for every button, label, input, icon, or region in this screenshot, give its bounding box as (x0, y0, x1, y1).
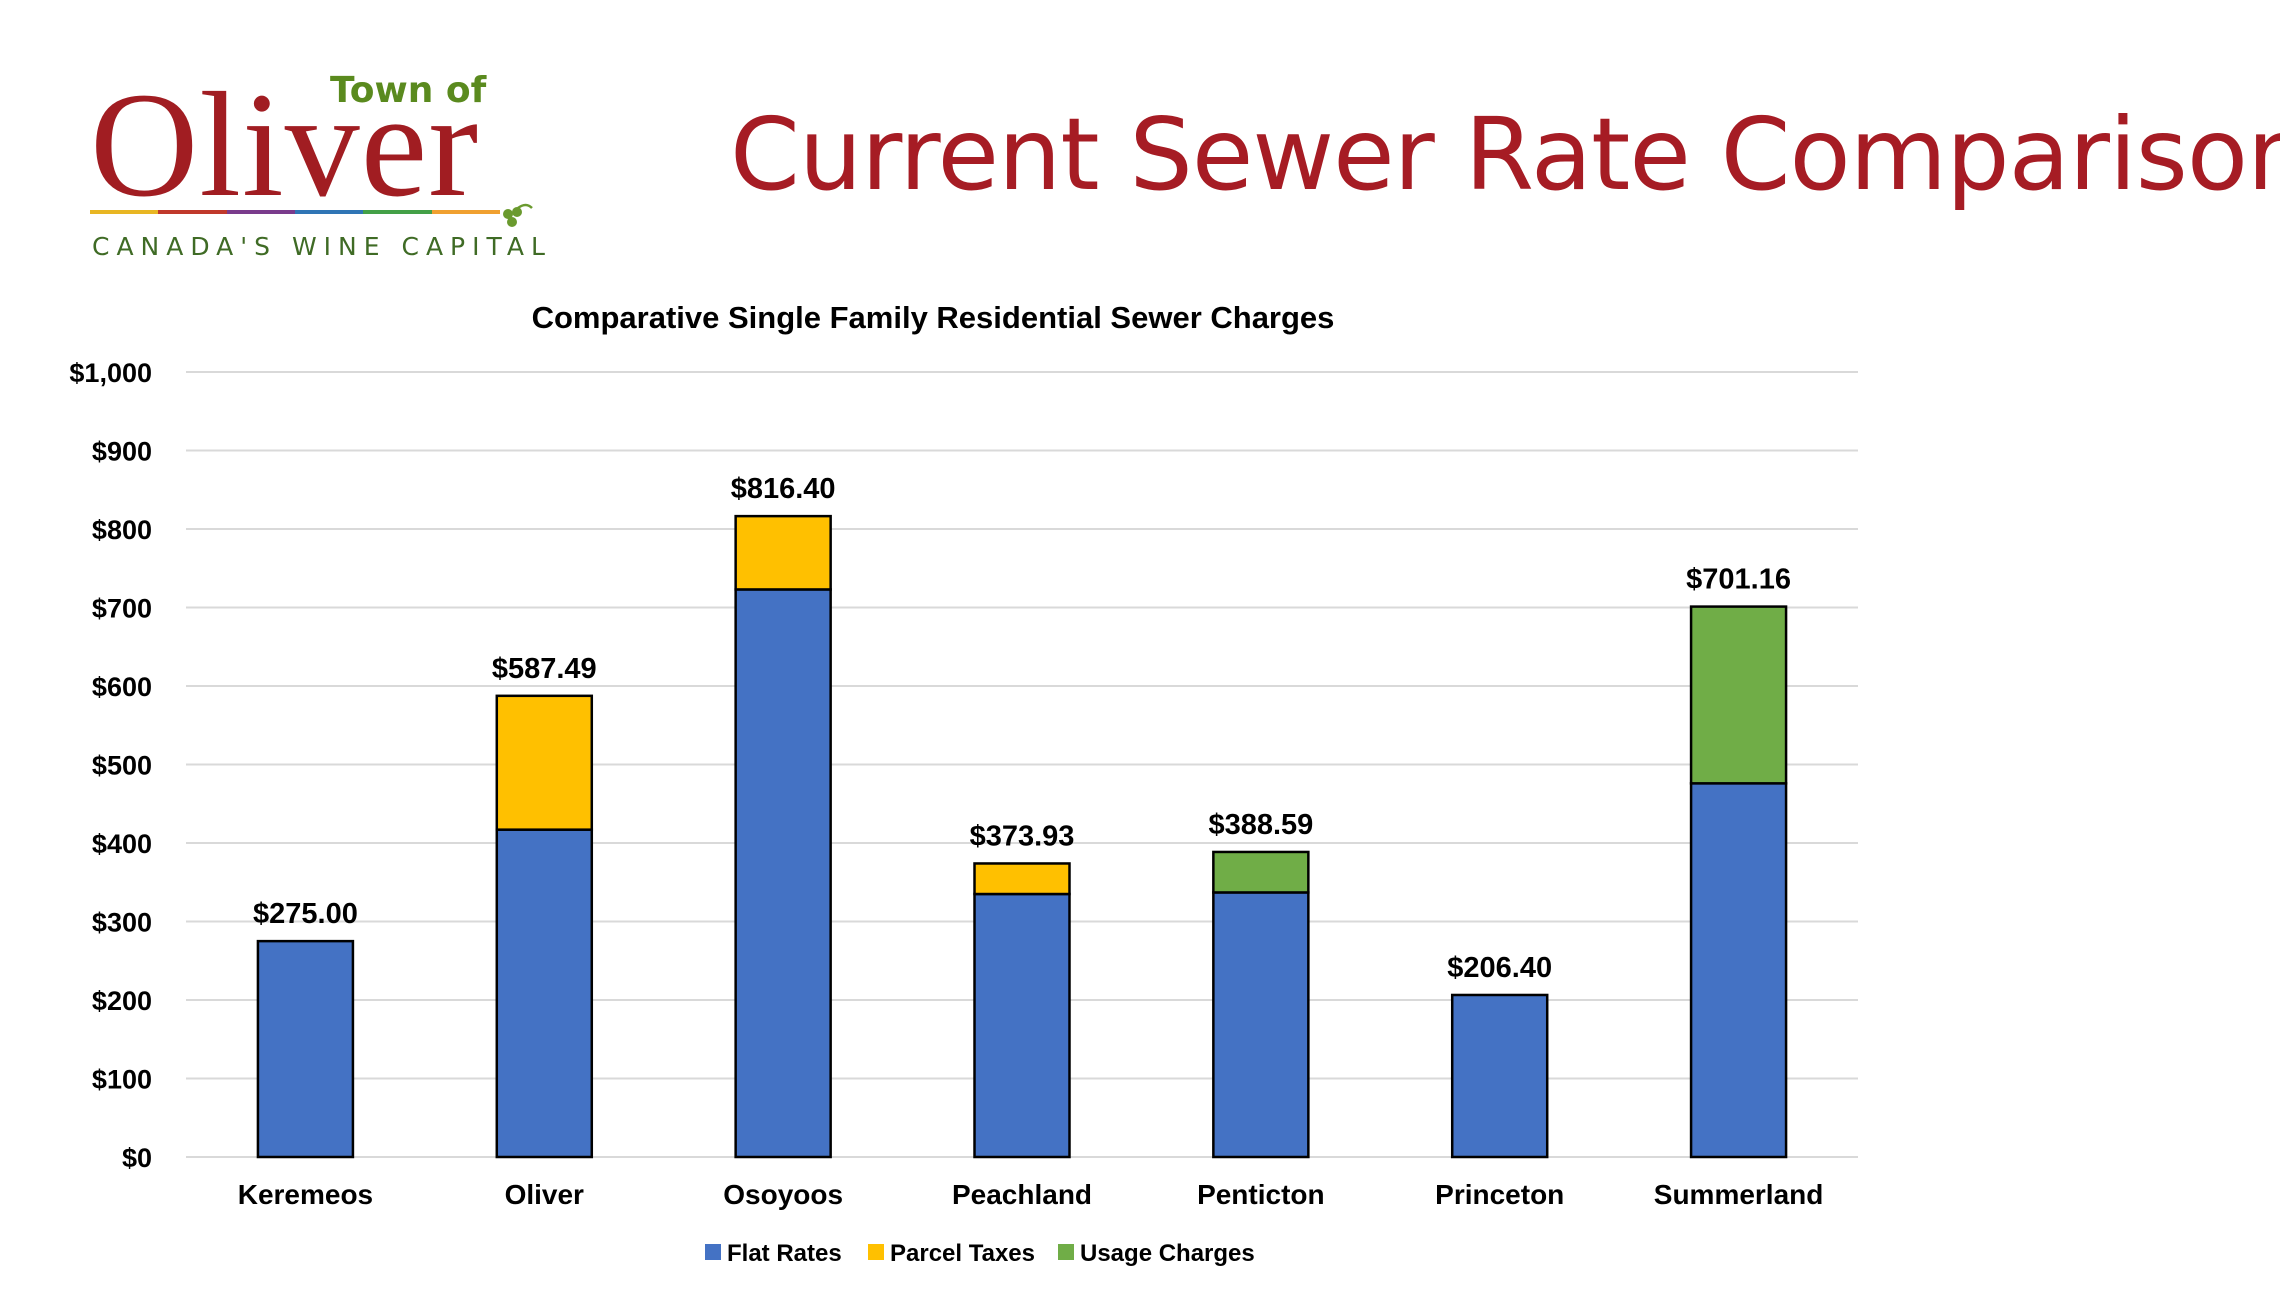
y-tick-label: $900 (92, 437, 152, 467)
page-title: Current Sewer Rate Comparisons (730, 96, 2280, 213)
x-tick-label: Penticton (1197, 1179, 1325, 1210)
bar-segment (1689, 782, 1788, 1159)
data-label: $388.59 (1208, 809, 1313, 841)
y-tick-label: $300 (92, 908, 152, 938)
y-tick-label: $500 (92, 751, 152, 781)
bar-segment (495, 694, 594, 831)
x-tick-label: Keremeos (238, 1179, 373, 1210)
bar-segment (734, 514, 832, 591)
x-tick-label: Peachland (952, 1179, 1092, 1210)
bar-segment (495, 828, 594, 1159)
x-tick-label: Princeton (1435, 1179, 1564, 1210)
x-tick-label: Osoyoos (723, 1179, 843, 1210)
bar-segment (1212, 891, 1310, 1159)
bar-segment (256, 939, 355, 1159)
bar-segment (973, 892, 1071, 1159)
y-tick-label: $600 (92, 672, 152, 702)
x-tick-label: Oliver (505, 1179, 584, 1210)
stripe-5 (363, 210, 432, 214)
legend-swatch (705, 1244, 721, 1260)
bar-segment (1689, 605, 1788, 785)
logo-wordmark: Oliver (90, 62, 480, 228)
data-label: $701.16 (1686, 564, 1791, 596)
logo-town-of: Town of (330, 70, 487, 111)
y-tick-label: $200 (92, 986, 152, 1016)
logo-stripe (90, 210, 500, 214)
y-tick-label: $0 (122, 1143, 152, 1173)
chart-title: Comparative Single Family Residential Se… (532, 300, 1335, 335)
legend-label: Flat Rates (727, 1240, 842, 1267)
legend-label: Parcel Taxes (890, 1240, 1035, 1267)
legend-swatch (1058, 1244, 1074, 1260)
grape-icon (503, 203, 533, 227)
data-label: $587.49 (492, 653, 597, 685)
data-label: $816.40 (731, 473, 836, 505)
y-tick-label: $800 (92, 515, 152, 545)
legend-label: Usage Charges (1080, 1240, 1255, 1267)
bar-segment (1212, 850, 1310, 894)
stripe-6 (431, 210, 500, 214)
y-tick-label: $700 (92, 594, 152, 624)
stripe-1 (90, 210, 159, 214)
stripe-4 (294, 210, 364, 214)
bar-segment (1450, 993, 1549, 1159)
y-tick-label: $1,000 (69, 358, 152, 388)
y-tick-label: $400 (92, 829, 152, 859)
y-tick-label: $100 (92, 1065, 152, 1095)
bar-segment (973, 862, 1071, 896)
logo-tagline: CANADA'S WINE CAPITAL (92, 232, 552, 261)
stripe-3 (226, 210, 295, 214)
data-label: $275.00 (253, 898, 358, 930)
town-logo: Oliver Town of CANADA'S WINE CAPITAL (90, 62, 545, 270)
x-tick-label: Summerland (1654, 1179, 1824, 1210)
stripe-2 (158, 210, 227, 214)
bar-segment (734, 588, 832, 1159)
legend-swatch (868, 1244, 884, 1260)
data-label: $373.93 (970, 820, 1075, 852)
data-label: $206.40 (1447, 952, 1552, 984)
